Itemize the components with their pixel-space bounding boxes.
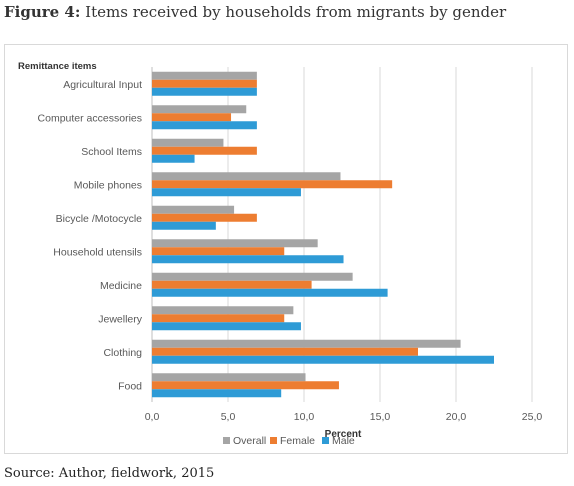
- bar-overall: [152, 138, 224, 147]
- bar-overall: [152, 306, 294, 315]
- legend-swatch-male: [322, 437, 329, 444]
- category-label: School Items: [81, 146, 142, 158]
- legend-swatch-female: [270, 437, 277, 444]
- figure-title-text: Items received by households from migran…: [85, 3, 507, 21]
- bar-male: [152, 221, 216, 230]
- bar-female: [152, 213, 257, 222]
- bar-overall: [152, 105, 247, 114]
- bar-overall: [152, 339, 461, 348]
- x-tick-label: 25,0: [522, 411, 543, 423]
- x-tick-label: 20,0: [446, 411, 467, 423]
- bar-female: [152, 280, 312, 289]
- bar-female: [152, 146, 257, 155]
- figure-title: Figure 4: Items received by households f…: [4, 3, 506, 21]
- bar-female: [152, 347, 418, 356]
- x-tick-label: 0,0: [145, 411, 160, 423]
- bar-overall: [152, 71, 257, 80]
- bar-overall: [152, 205, 235, 214]
- category-label: Medicine: [100, 280, 142, 292]
- bar-overall: [152, 373, 306, 382]
- bar-overall: [152, 172, 341, 181]
- legend-label-male: Male: [332, 435, 355, 447]
- category-label: Jewellery: [98, 313, 143, 325]
- bar-female: [152, 113, 232, 122]
- bar-male: [152, 188, 301, 197]
- x-tick-label: 10,0: [294, 411, 315, 423]
- legend-swatch-overall: [223, 437, 230, 444]
- bar-chart: 0,0 5,0 10,0 15,0 20,0 25,0 Remittance items Pe…: [18, 61, 543, 447]
- bar-overall: [152, 272, 353, 281]
- bar-male: [152, 87, 257, 96]
- bar-female: [152, 180, 393, 189]
- figure-label: Figure 4:: [4, 3, 81, 21]
- chart-panel: 0,0 5,0 10,0 15,0 20,0 25,0 Remittance items Pe…: [4, 44, 568, 454]
- category-label: Household utensils: [53, 246, 142, 258]
- source-note: Source: Author, fieldwork, 2015: [4, 466, 215, 481]
- category-label: Mobile phones: [74, 179, 142, 191]
- x-tick-label: 5,0: [221, 411, 236, 423]
- category-label: Computer accessories: [38, 112, 142, 124]
- legend-label-female: Female: [280, 435, 315, 447]
- bar-female: [152, 79, 257, 88]
- bar-female: [152, 247, 285, 256]
- bar-male: [152, 355, 494, 364]
- x-tick-label: 15,0: [370, 411, 391, 423]
- y-axis-title: Remittance items: [18, 61, 97, 72]
- bar-male: [152, 322, 301, 331]
- x-axis-title: Percent: [325, 429, 362, 440]
- category-label: Food: [118, 380, 142, 392]
- bar-male: [152, 288, 388, 297]
- bar-male: [152, 389, 282, 398]
- bar-male: [152, 255, 344, 264]
- bar-overall: [152, 239, 318, 248]
- category-label: Clothing: [103, 347, 142, 359]
- category-label: Bicycle /Motocycle: [56, 213, 143, 225]
- legend-label-overall: Overall: [233, 435, 266, 447]
- bar-female: [152, 314, 285, 323]
- bar-male: [152, 121, 257, 130]
- category-label: Agricultural Input: [63, 79, 142, 91]
- bar-male: [152, 154, 195, 163]
- bar-female: [152, 381, 339, 390]
